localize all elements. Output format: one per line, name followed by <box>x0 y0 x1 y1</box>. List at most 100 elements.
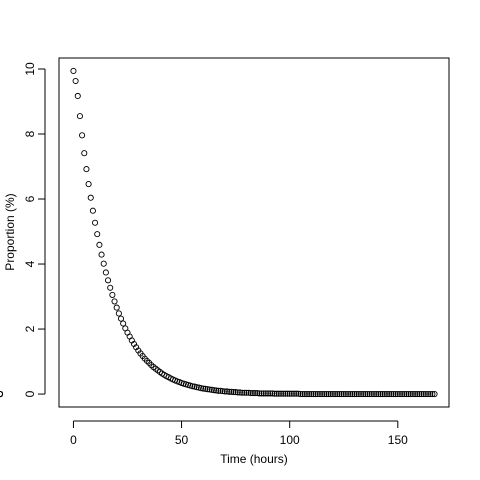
point <box>208 386 215 393</box>
point <box>332 391 339 398</box>
point <box>308 391 315 398</box>
point <box>85 181 92 188</box>
point <box>275 390 282 397</box>
point <box>342 391 349 398</box>
point <box>377 391 384 398</box>
point <box>321 391 328 398</box>
point <box>379 391 386 398</box>
point <box>115 310 122 317</box>
point <box>252 390 259 397</box>
point <box>273 390 280 397</box>
point <box>325 391 332 398</box>
point <box>427 391 434 398</box>
point <box>204 386 211 393</box>
x-tick-label: 50 <box>175 433 189 447</box>
point <box>197 385 205 392</box>
point <box>373 391 380 398</box>
x-tick-label: 100 <box>280 433 300 447</box>
point <box>429 391 436 398</box>
point <box>277 390 285 397</box>
y-tick-label: 4 <box>23 260 37 267</box>
y-tick-label: 6 <box>23 195 37 202</box>
point <box>299 391 306 398</box>
point <box>206 386 213 393</box>
point <box>323 391 330 398</box>
x-tick-label: 150 <box>388 433 408 447</box>
point <box>412 391 419 398</box>
point <box>189 383 196 390</box>
point <box>89 207 96 214</box>
point <box>362 391 369 398</box>
point <box>370 391 378 398</box>
point <box>280 390 287 397</box>
point <box>383 391 391 398</box>
point <box>390 391 397 398</box>
point <box>104 277 112 284</box>
point <box>286 390 293 397</box>
point <box>414 391 421 398</box>
point <box>221 388 228 395</box>
point <box>232 389 239 396</box>
point <box>210 387 218 394</box>
point <box>262 390 269 397</box>
point <box>254 390 261 397</box>
point <box>230 389 237 396</box>
point <box>217 387 224 394</box>
point <box>74 92 81 100</box>
point <box>312 391 319 398</box>
point <box>79 132 86 139</box>
point <box>366 391 373 398</box>
point <box>288 390 295 397</box>
point <box>334 391 341 398</box>
point <box>407 391 414 398</box>
y-axis-label: Proportion (%) <box>3 193 17 270</box>
point <box>420 391 427 398</box>
point <box>290 390 298 397</box>
point <box>422 391 429 398</box>
point <box>234 389 241 396</box>
point <box>297 391 304 398</box>
point <box>70 67 77 74</box>
point <box>223 388 231 395</box>
point <box>247 390 254 397</box>
point <box>94 231 101 238</box>
point <box>249 390 256 397</box>
point <box>245 389 252 396</box>
point <box>327 391 334 398</box>
point <box>120 320 127 327</box>
point <box>228 388 235 395</box>
point <box>241 389 248 396</box>
point <box>355 391 362 398</box>
point <box>314 391 321 398</box>
y-tick-label: 10 <box>23 62 37 76</box>
plot-box <box>58 57 450 408</box>
point <box>381 391 388 398</box>
point <box>87 194 94 201</box>
point <box>306 391 313 398</box>
point <box>310 391 317 398</box>
point <box>0 391 4 398</box>
point <box>349 391 356 398</box>
point <box>267 390 274 397</box>
point <box>431 391 438 398</box>
point <box>338 391 345 398</box>
point <box>403 391 410 398</box>
point <box>76 113 83 120</box>
point <box>301 391 308 398</box>
point <box>258 390 265 397</box>
point <box>215 387 222 394</box>
point <box>368 391 375 398</box>
point <box>336 391 343 398</box>
point <box>271 390 278 397</box>
point <box>226 388 233 395</box>
point <box>295 390 302 397</box>
point <box>236 389 243 396</box>
point <box>83 166 90 173</box>
point <box>392 391 399 398</box>
point <box>92 219 99 226</box>
point <box>388 391 395 398</box>
point <box>107 284 114 291</box>
point <box>416 391 423 398</box>
y-tick-label: 8 <box>23 130 37 137</box>
